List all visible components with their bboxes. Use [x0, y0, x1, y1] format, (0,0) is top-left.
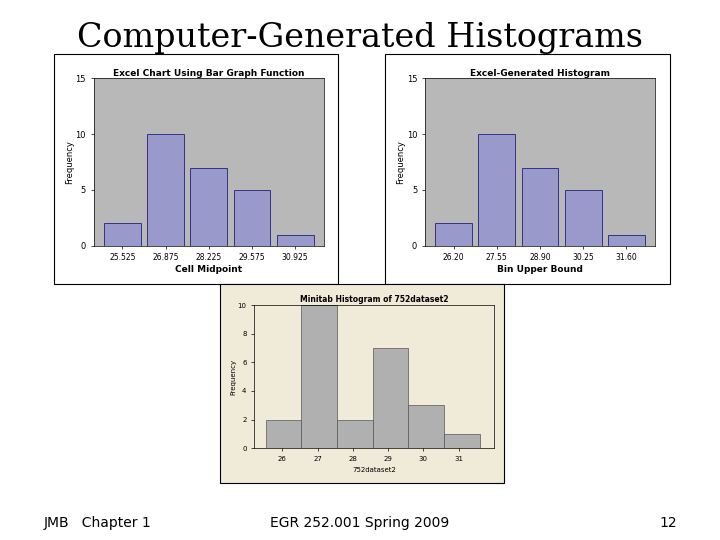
Bar	[148, 134, 184, 246]
Bar	[522, 167, 558, 246]
Text: Computer-Generated Histograms: Computer-Generated Histograms	[77, 22, 643, 53]
Y-axis label: Frequency: Frequency	[396, 140, 405, 184]
Bar	[408, 405, 444, 448]
Bar	[191, 167, 227, 246]
X-axis label: 752dataset2: 752dataset2	[352, 468, 396, 474]
X-axis label: Cell Midpoint: Cell Midpoint	[175, 265, 243, 274]
Title: Excel Chart Using Bar Graph Function: Excel Chart Using Bar Graph Function	[113, 69, 305, 78]
Bar	[233, 190, 270, 246]
Bar	[373, 348, 408, 448]
Bar	[479, 134, 516, 246]
Text: JMB   Chapter 1: JMB Chapter 1	[43, 516, 151, 530]
Bar	[436, 224, 472, 246]
Bar	[266, 420, 301, 448]
Y-axis label: Frequency: Frequency	[230, 359, 236, 395]
Bar	[301, 305, 337, 448]
Bar	[337, 420, 373, 448]
Bar	[104, 224, 141, 246]
Title: Minitab Histogram of 752dataset2: Minitab Histogram of 752dataset2	[300, 295, 449, 305]
Bar	[608, 234, 644, 246]
X-axis label: Bin Upper Bound: Bin Upper Bound	[497, 265, 583, 274]
Text: 12: 12	[660, 516, 677, 530]
Bar	[564, 190, 601, 246]
Bar	[444, 434, 480, 448]
Text: EGR 252.001 Spring 2009: EGR 252.001 Spring 2009	[271, 516, 449, 530]
Bar	[276, 234, 313, 246]
Title: Excel-Generated Histogram: Excel-Generated Histogram	[470, 69, 610, 78]
Y-axis label: Frequency: Frequency	[65, 140, 74, 184]
